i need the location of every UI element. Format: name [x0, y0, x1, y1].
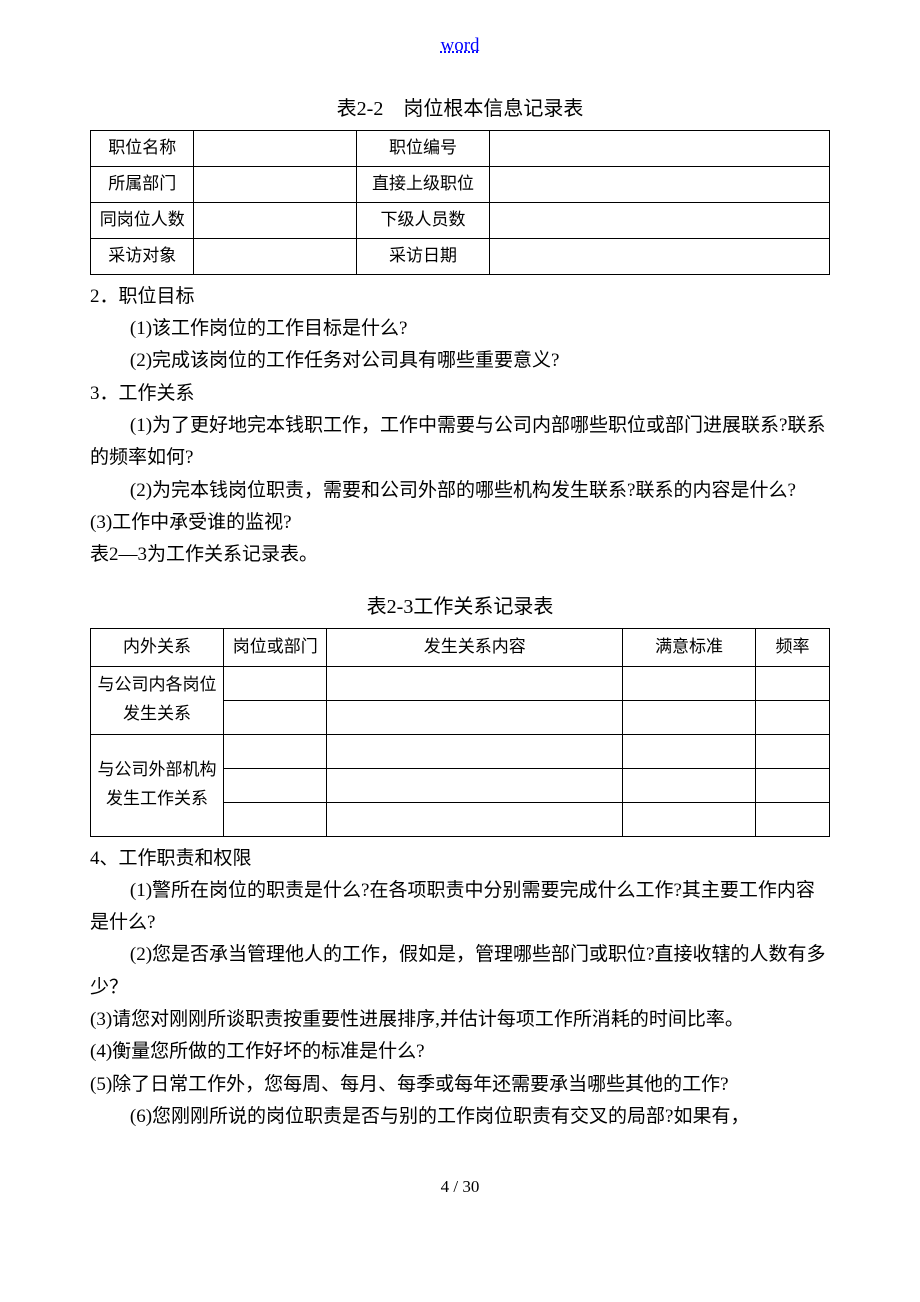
cell-label: 职位名称: [91, 131, 194, 167]
cell: [623, 700, 756, 734]
cell: [327, 700, 623, 734]
cell-value: [194, 131, 357, 167]
cell-value: [490, 238, 830, 274]
table-row: 采访对象 采访日期: [91, 238, 830, 274]
cell-value: [490, 203, 830, 239]
cell: [756, 802, 830, 836]
group-label: 与公司外部机构发生工作关系: [91, 734, 224, 836]
cell: [224, 666, 327, 700]
table-row: 所属部门 直接上级职位: [91, 167, 830, 203]
th: 内外关系: [91, 628, 224, 666]
cell: [756, 734, 830, 768]
cell: [327, 802, 623, 836]
cell: [327, 768, 623, 802]
table2-caption: 表2-3工作关系记录表: [90, 590, 830, 624]
cell-label: 所属部门: [91, 167, 194, 203]
table-header-row: 内外关系 岗位或部门 发生关系内容 满意标准 频率: [91, 628, 830, 666]
sec4-q5: (5)除了日常工作外，您每周、每月、每季或每年还需要承当哪些其他的工作?: [90, 1069, 830, 1101]
table-row: 职位名称 职位编号: [91, 131, 830, 167]
sec4-q4: (4)衡量您所做的工作好坏的标准是什么?: [90, 1036, 830, 1068]
cell: [756, 666, 830, 700]
sec4-q2: (2)您是否承当管理他人的工作，假如是，管理哪些部门或职位?直接收辖的人数有多少…: [90, 939, 830, 1004]
cell-value: [194, 167, 357, 203]
sec2-q2: (2)完成该岗位的工作任务对公司具有哪些重要意义?: [90, 345, 830, 377]
section-3-head: 3．工作关系: [90, 378, 830, 410]
cell: [224, 734, 327, 768]
sec3-note: 表2—3为工作关系记录表。: [90, 539, 830, 571]
header-word: word: [90, 30, 830, 62]
cell-label: 职位编号: [357, 131, 490, 167]
cell-value: [194, 203, 357, 239]
th: 满意标准: [623, 628, 756, 666]
cell: [623, 734, 756, 768]
cell-label: 直接上级职位: [357, 167, 490, 203]
cell-value: [490, 167, 830, 203]
table-row: 与公司外部机构发生工作关系: [91, 734, 830, 768]
cell-label: 同岗位人数: [91, 203, 194, 239]
cell: [756, 700, 830, 734]
cell: [623, 666, 756, 700]
th: 岗位或部门: [224, 628, 327, 666]
th: 发生关系内容: [327, 628, 623, 666]
sec2-q1: (1)该工作岗位的工作目标是什么?: [90, 313, 830, 345]
cell: [224, 802, 327, 836]
cell-label: 采访对象: [91, 238, 194, 274]
table-row: 同岗位人数 下级人员数: [91, 203, 830, 239]
cell: [224, 768, 327, 802]
table-work-relation: 内外关系 岗位或部门 发生关系内容 满意标准 频率 与公司内各岗位发生关系 与公…: [90, 628, 830, 837]
cell: [224, 700, 327, 734]
sec3-q2: (2)为完本钱岗位职责，需要和公司外部的哪些机构发生联系?联系的内容是什么?: [90, 475, 830, 507]
page-footer: 4 / 30: [90, 1173, 830, 1202]
cell: [623, 802, 756, 836]
table1-caption: 表2-2 岗位根本信息记录表: [90, 92, 830, 126]
sec3-q1: (1)为了更好地完本钱职工作，工作中需要与公司内部哪些职位或部门进展联系?联系的…: [90, 410, 830, 475]
cell-value: [194, 238, 357, 274]
group-label: 与公司内各岗位发生关系: [91, 666, 224, 734]
section-4-head: 4、工作职责和权限: [90, 843, 830, 875]
cell-value: [490, 131, 830, 167]
sec4-q1: (1)警所在岗位的职责是什么?在各项职责中分别需要完成什么工作?其主要工作内容是…: [90, 875, 830, 940]
sec4-q3: (3)请您对刚刚所谈职责按重要性进展排序,并估计每项工作所消耗的时间比率。: [90, 1004, 830, 1036]
sec4-q6: (6)您刚刚所说的岗位职责是否与别的工作岗位职责有交叉的局部?如果有，: [90, 1101, 830, 1133]
cell-label: 采访日期: [357, 238, 490, 274]
cell-label: 下级人员数: [357, 203, 490, 239]
section-2-head: 2．职位目标: [90, 281, 830, 313]
cell: [327, 666, 623, 700]
sec3-q3: (3)工作中承受谁的监视?: [90, 507, 830, 539]
table-basic-info: 职位名称 职位编号 所属部门 直接上级职位 同岗位人数 下级人员数 采访对象 采…: [90, 130, 830, 275]
cell: [756, 768, 830, 802]
cell: [623, 768, 756, 802]
th: 频率: [756, 628, 830, 666]
table-row: 与公司内各岗位发生关系: [91, 666, 830, 700]
cell: [327, 734, 623, 768]
